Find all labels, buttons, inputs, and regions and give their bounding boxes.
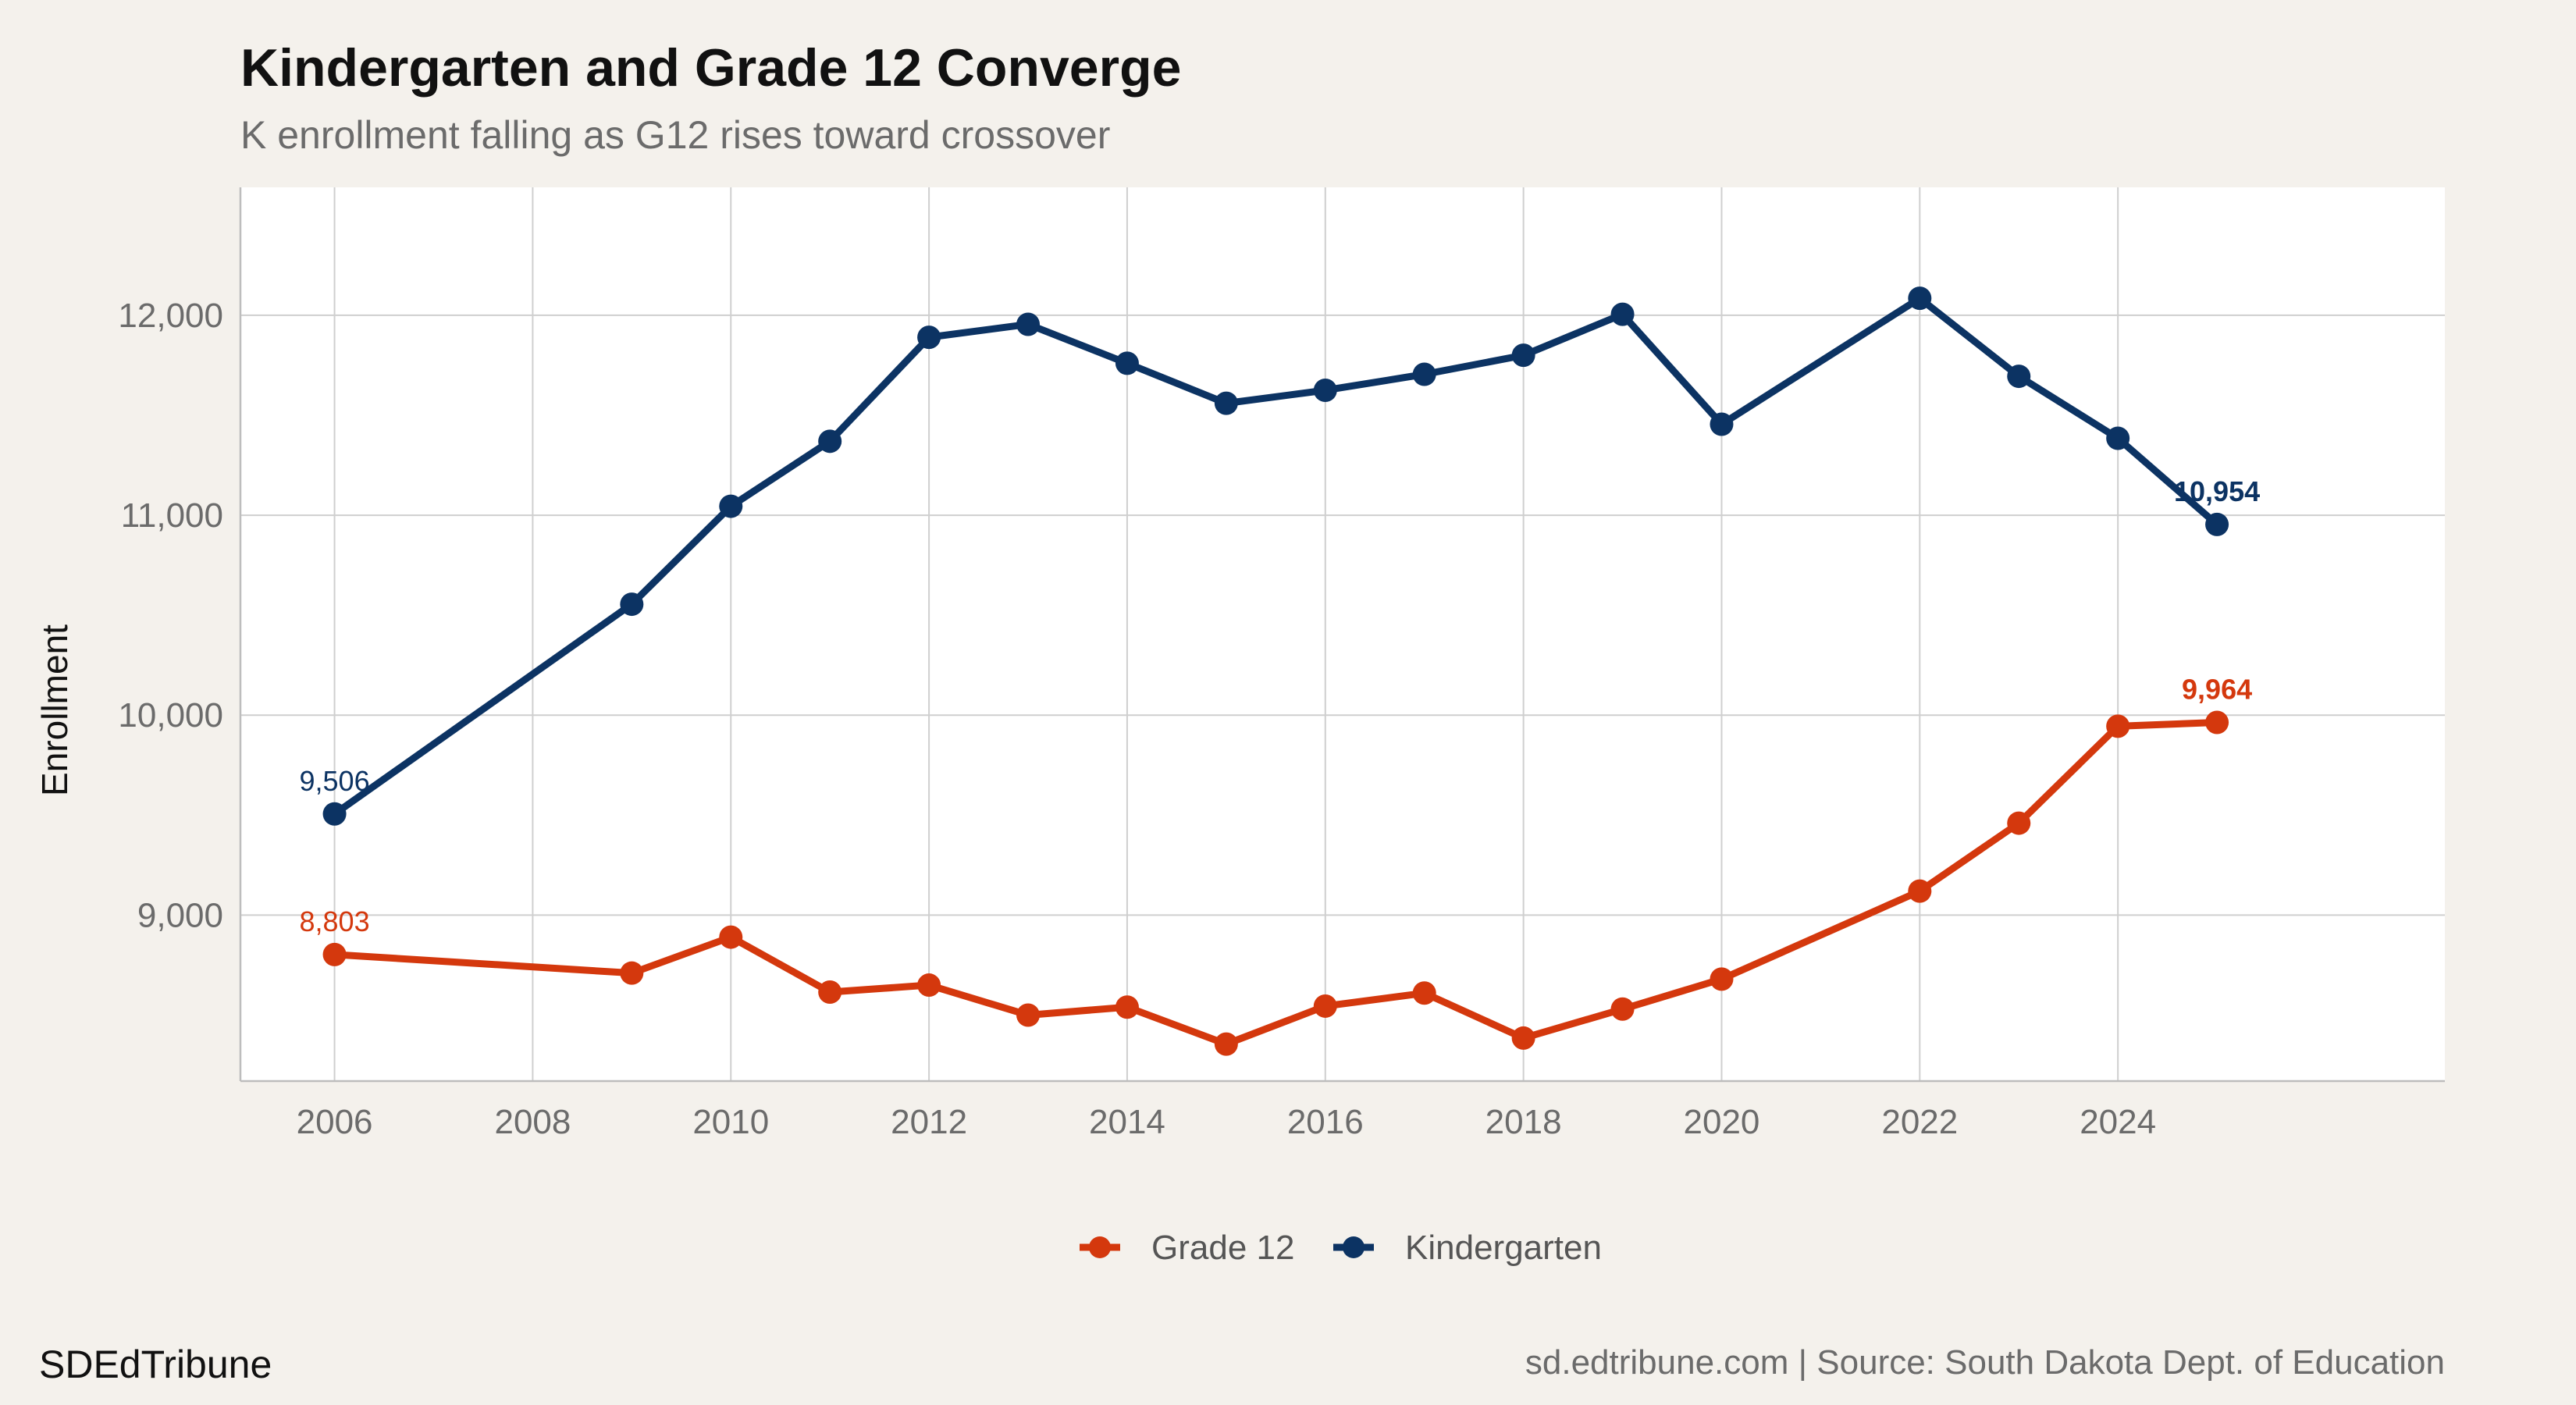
data-point-kindergarten <box>2205 512 2229 536</box>
data-point-grade-12 <box>322 942 347 966</box>
legend-item-kindergarten: Kindergarten <box>1333 1229 1602 1267</box>
y-tick-label: 12,000 <box>118 297 223 335</box>
data-point-grade-12 <box>1016 1003 1041 1027</box>
data-point-grade-12 <box>2106 714 2130 738</box>
y-tick-label: 10,000 <box>118 696 223 735</box>
data-point-kindergarten <box>620 592 644 617</box>
data-point-kindergarten <box>1908 286 1932 311</box>
data-point-grade-12 <box>1610 997 1635 1021</box>
data-point-kindergarten <box>1511 343 1535 368</box>
x-tick-label: 2008 <box>494 1103 571 1141</box>
legend-key-marker <box>1343 1236 1364 1258</box>
data-point-kindergarten <box>1214 391 1238 415</box>
data-point-kindergarten <box>2007 365 2031 389</box>
data-labels: 9,506 8,803 10,954 9,964 <box>300 475 2261 937</box>
plot-panel <box>240 187 2445 1081</box>
legend-label: Grade 12 <box>1151 1229 1294 1267</box>
data-point-kindergarten <box>818 429 842 454</box>
x-tick-label: 2018 <box>1485 1103 1562 1141</box>
x-tick-label: 2006 <box>297 1103 373 1141</box>
axes: 2006 2008 2010 2012 2014 2016 2018 2020 2022 2024… <box>118 187 2445 1141</box>
legend-label: Kindergarten <box>1405 1229 1602 1267</box>
data-point-grade-12 <box>818 980 842 1005</box>
x-tick-label: 2024 <box>2080 1103 2156 1141</box>
data-point-kindergarten <box>1710 412 1734 436</box>
data-point-kindergarten <box>1016 312 1041 336</box>
brand-label: SDEdTribune <box>39 1343 272 1386</box>
legend-item-grade-12: Grade 12 <box>1080 1229 1294 1267</box>
data-label: 9,506 <box>300 765 370 797</box>
data-point-grade-12 <box>1511 1026 1535 1050</box>
x-tick-label: 2010 <box>692 1103 769 1141</box>
legend-key-marker <box>1089 1236 1111 1258</box>
x-tick-label: 2014 <box>1089 1103 1165 1141</box>
data-point-kindergarten <box>719 494 743 518</box>
data-point-kindergarten <box>917 325 941 350</box>
data-point-kindergarten <box>1412 362 1436 386</box>
data-point-kindergarten <box>1115 351 1139 375</box>
data-point-grade-12 <box>2007 811 2031 835</box>
data-point-kindergarten <box>1313 378 1337 402</box>
chart-subtitle: K enrollment falling as G12 rises toward… <box>240 113 1110 157</box>
series-kindergarten <box>322 286 2229 826</box>
x-tick-label: 2020 <box>1684 1103 1760 1141</box>
data-point-grade-12 <box>620 961 644 985</box>
y-tick-label: 11,000 <box>121 496 223 535</box>
y-tick-label: 9,000 <box>137 896 223 934</box>
data-label: 10,954 <box>2174 475 2260 507</box>
data-point-grade-12 <box>1710 967 1734 991</box>
data-point-kindergarten <box>322 802 347 826</box>
data-label: 9,964 <box>2182 673 2252 705</box>
legend: Grade 12 Kindergarten <box>1080 1229 1602 1267</box>
x-tick-label: 2012 <box>891 1103 967 1141</box>
data-point-grade-12 <box>719 925 743 949</box>
data-point-grade-12 <box>1214 1032 1238 1056</box>
series-grade-12 <box>322 710 2229 1056</box>
data-point-grade-12 <box>1313 994 1337 1018</box>
data-series <box>322 286 2229 1056</box>
data-point-kindergarten <box>2106 426 2130 450</box>
data-point-grade-12 <box>1115 995 1139 1019</box>
data-point-grade-12 <box>1908 879 1932 903</box>
data-label: 8,803 <box>300 905 370 937</box>
x-tick-label: 2022 <box>1881 1103 1958 1141</box>
data-point-grade-12 <box>2205 710 2229 735</box>
source-credit: sd.edtribune.com | Source: South Dakota … <box>1525 1343 2445 1382</box>
x-tick-label: 2016 <box>1287 1103 1364 1141</box>
y-axis-title: Enrollment <box>34 624 75 796</box>
gridlines <box>240 187 2445 1081</box>
data-point-grade-12 <box>917 973 941 998</box>
data-point-grade-12 <box>1412 981 1436 1005</box>
data-point-kindergarten <box>1610 302 1635 326</box>
chart-title: Kindergarten and Grade 12 Converge <box>240 38 1181 98</box>
